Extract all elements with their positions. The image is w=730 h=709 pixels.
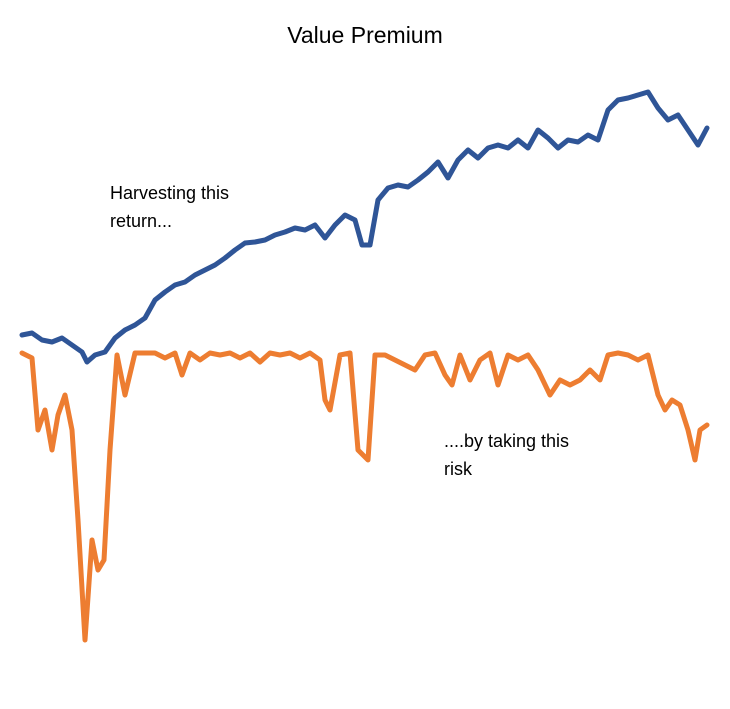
annotation: ....by taking this bbox=[444, 431, 569, 451]
annotation: Harvesting this bbox=[110, 183, 229, 203]
series-line bbox=[19, 350, 710, 643]
annotation: risk bbox=[444, 459, 473, 479]
series-line bbox=[19, 89, 710, 365]
chart-title: Value Premium bbox=[287, 22, 443, 48]
annotation: return... bbox=[110, 211, 172, 231]
